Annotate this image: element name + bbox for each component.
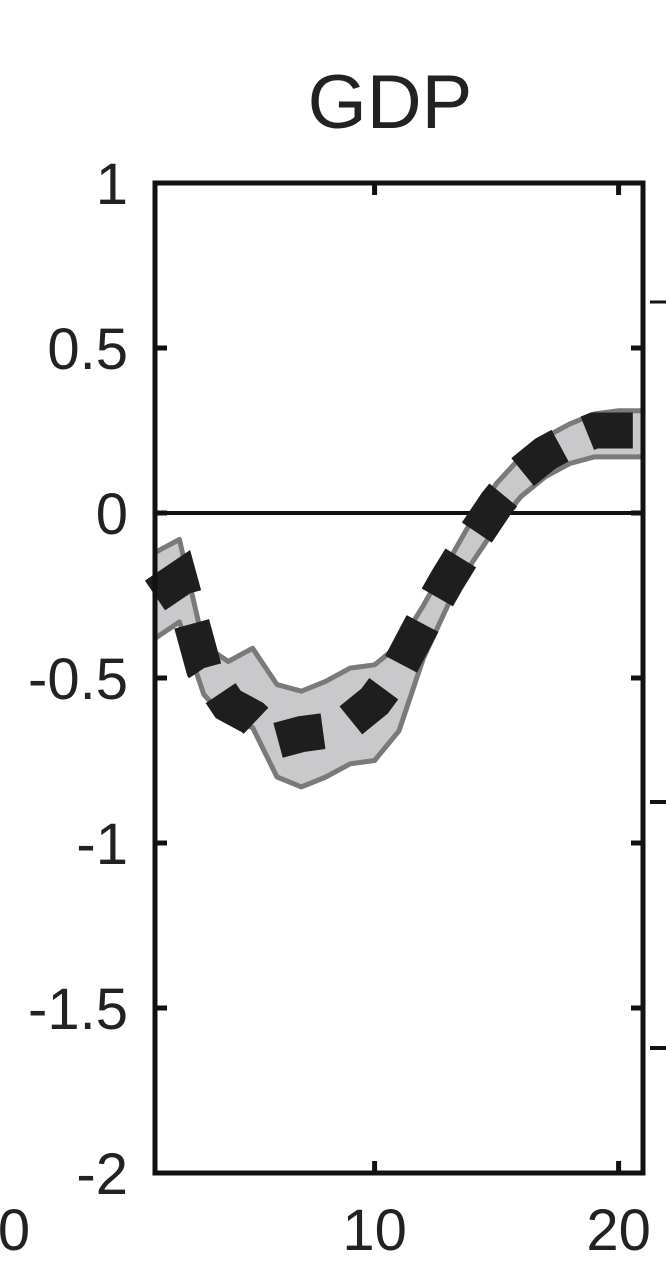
chart-title: GDP <box>308 60 473 145</box>
x-tick-label: 20 <box>586 1198 651 1263</box>
y-tick-label: -1.5 <box>28 977 128 1042</box>
x-tick-label: 10 <box>342 1198 407 1263</box>
confidence-band-layer <box>152 408 646 790</box>
y-tick-label: -0.5 <box>28 647 128 712</box>
ticks-layer <box>155 180 666 1176</box>
series-line <box>144 412 643 761</box>
series-line-layer <box>144 412 643 761</box>
y-tick-label: 0.5 <box>47 317 128 382</box>
y-tick-label: 0 <box>96 482 128 547</box>
tick-labels-layer: 1 0.5 0 -0.5 -1 -1.5 -2 10 20 0 <box>0 152 651 1263</box>
confidence-band <box>152 408 646 790</box>
x-tick-label-partial: 0 <box>0 1198 30 1263</box>
y-tick-label: 1 <box>96 152 128 217</box>
y-tick-label: -1 <box>76 812 128 877</box>
y-tick-label: -2 <box>76 1142 128 1207</box>
